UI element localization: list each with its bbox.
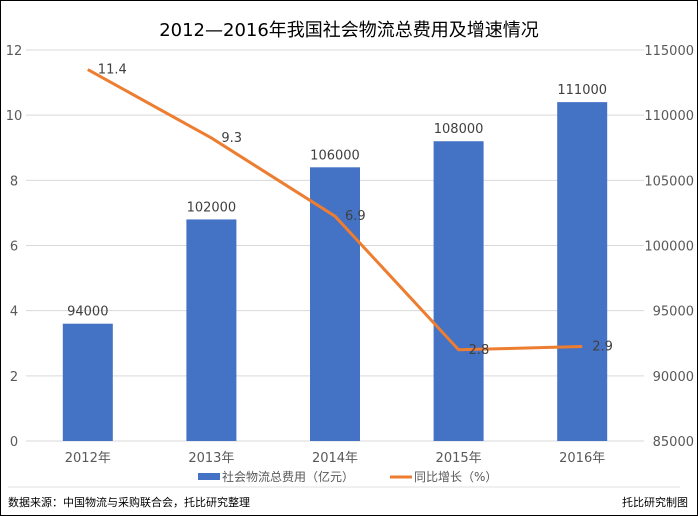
right-tick-label: 110000: [644, 109, 694, 124]
bar-data-label: 94000: [67, 305, 108, 320]
source-note: 数据来源：中国物流与采购联合会，托比研究整理: [8, 496, 250, 509]
right-tick-label: 90000: [653, 370, 694, 385]
bar: [310, 167, 360, 442]
left-tick-label: 2: [10, 370, 18, 385]
legend-swatch-bar: [198, 473, 220, 480]
left-tick-label: 12: [6, 44, 23, 59]
x-tick-label: 2014年: [312, 451, 358, 466]
bar-data-label: 111000: [557, 83, 607, 98]
right-tick-label: 85000: [653, 435, 694, 450]
right-tick-label: 105000: [644, 174, 694, 189]
x-tick-label: 2016年: [559, 451, 605, 466]
bar-data-label: 108000: [434, 122, 484, 137]
right-tick-label: 95000: [653, 305, 694, 320]
right-tick-label: 100000: [644, 240, 694, 255]
bar: [557, 102, 608, 441]
left-tick-label: 6: [10, 240, 18, 255]
right-tick-label: 115000: [644, 44, 694, 59]
x-tick-label: 2012年: [65, 451, 111, 466]
chart-title: 2012—2016年我国社会物流总费用及增速情况: [159, 20, 539, 41]
bar-data-label: 106000: [310, 148, 360, 163]
line-data-label: 2.9: [592, 340, 613, 355]
x-tick-label: 2013年: [188, 451, 234, 466]
bar-data-label: 102000: [187, 200, 237, 215]
growth-line: [87, 68, 583, 352]
x-tick-label: 2015年: [436, 451, 482, 466]
legend-label-line: 同比增长（%）: [414, 470, 497, 484]
line-data-label: 6.9: [345, 209, 366, 224]
credit-note: 托比研究制图: [622, 496, 688, 509]
line-data-label: 2.8: [469, 343, 490, 358]
left-tick-label: 0: [10, 435, 18, 450]
legend-label-bar: 社会物流总费用（亿元）: [222, 469, 354, 484]
left-tick-label: 4: [10, 305, 18, 320]
line-data-label: 11.4: [98, 63, 127, 78]
bar: [433, 141, 484, 441]
bar: [62, 323, 113, 441]
left-tick-label: 8: [10, 174, 18, 189]
left-tick-label: 10: [6, 109, 23, 124]
line-data-label: 9.3: [221, 131, 242, 146]
bar: [186, 219, 237, 441]
